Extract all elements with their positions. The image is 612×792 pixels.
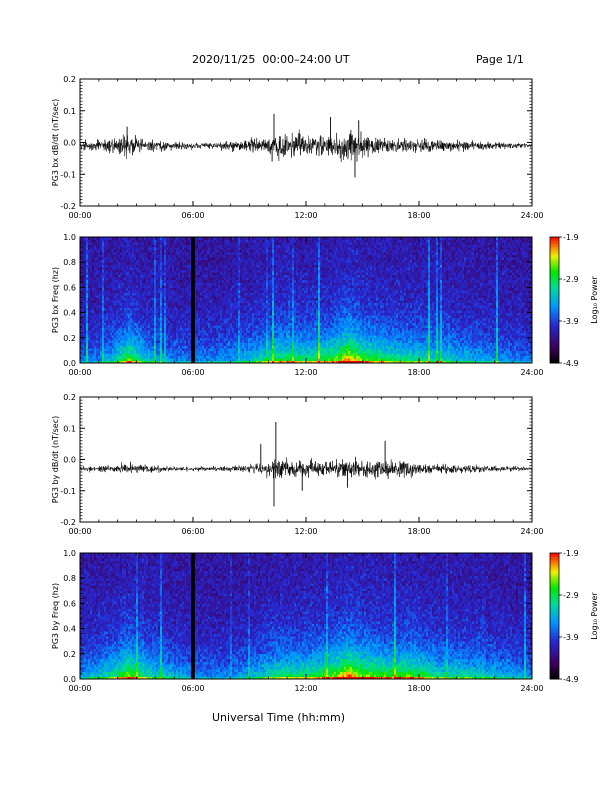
spectrogram-cells xyxy=(80,237,532,363)
y-tick-label: 0.1 xyxy=(63,107,76,116)
y-tick-label: -0.2 xyxy=(60,202,76,211)
x-tick-label: 00:00 xyxy=(68,211,91,220)
series-line xyxy=(80,129,532,161)
spectrogram-panel-1: 00:00 06:00 12:00 18:00 24:001.00.80.60.40.2… xyxy=(51,233,599,377)
y-tick-label: 0.2 xyxy=(63,75,76,84)
x-tick-label: 06:00 xyxy=(181,211,204,220)
line-panel-0: 00:00 06:00 12:00 18:00 24:00 0.2 0.1 0.0 -0.1 -0… xyxy=(51,75,544,220)
x-tick-label: 12:00 xyxy=(294,211,317,220)
x-tick-label: 18:00 xyxy=(407,211,430,220)
x-tick-label: 24:00 xyxy=(520,211,543,220)
y-axis-label: PG3 bx dB/dt (nT/sec) xyxy=(51,99,60,186)
y-tick-label: -0.1 xyxy=(60,170,76,179)
y-tick-label: 0.0 xyxy=(63,139,76,148)
